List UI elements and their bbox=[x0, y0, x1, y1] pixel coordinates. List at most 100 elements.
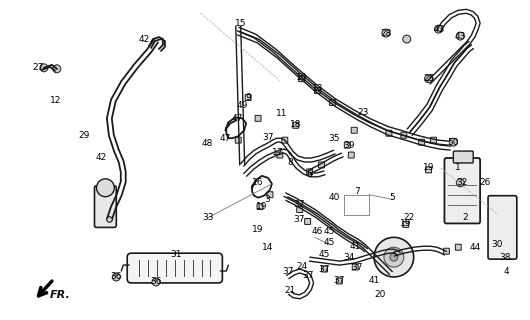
FancyBboxPatch shape bbox=[403, 221, 409, 228]
Text: 37: 37 bbox=[293, 215, 304, 224]
Text: 41: 41 bbox=[349, 242, 361, 251]
Text: 20: 20 bbox=[374, 290, 386, 299]
Text: 36: 36 bbox=[150, 277, 162, 286]
Text: 11: 11 bbox=[276, 109, 288, 118]
Text: 39: 39 bbox=[343, 140, 355, 150]
FancyBboxPatch shape bbox=[455, 244, 461, 250]
FancyBboxPatch shape bbox=[344, 142, 350, 148]
Circle shape bbox=[382, 29, 390, 37]
Text: 37: 37 bbox=[351, 263, 363, 272]
FancyBboxPatch shape bbox=[257, 204, 263, 210]
Text: 16: 16 bbox=[252, 178, 264, 187]
Text: 5: 5 bbox=[389, 193, 395, 202]
Text: 14: 14 bbox=[262, 243, 273, 252]
Text: 40: 40 bbox=[329, 193, 340, 202]
FancyBboxPatch shape bbox=[319, 162, 324, 168]
Text: 1: 1 bbox=[455, 164, 461, 172]
FancyBboxPatch shape bbox=[352, 264, 358, 270]
Circle shape bbox=[384, 247, 404, 267]
FancyBboxPatch shape bbox=[488, 196, 517, 259]
FancyBboxPatch shape bbox=[419, 139, 425, 145]
FancyBboxPatch shape bbox=[337, 278, 342, 284]
Text: 46: 46 bbox=[312, 227, 323, 236]
Text: 47: 47 bbox=[232, 114, 243, 123]
Text: 9: 9 bbox=[245, 93, 251, 102]
Text: 45: 45 bbox=[324, 238, 335, 247]
Text: 18: 18 bbox=[290, 120, 302, 129]
Text: 19: 19 bbox=[252, 225, 264, 234]
Text: 36: 36 bbox=[111, 272, 122, 282]
FancyBboxPatch shape bbox=[401, 132, 407, 138]
FancyBboxPatch shape bbox=[444, 248, 449, 254]
Text: 7: 7 bbox=[355, 187, 360, 196]
FancyBboxPatch shape bbox=[351, 127, 357, 133]
Text: 41: 41 bbox=[368, 276, 379, 285]
Circle shape bbox=[456, 179, 464, 187]
FancyBboxPatch shape bbox=[453, 151, 473, 163]
FancyBboxPatch shape bbox=[127, 253, 223, 283]
Circle shape bbox=[425, 75, 432, 83]
Text: 3: 3 bbox=[264, 195, 270, 204]
Text: 12: 12 bbox=[50, 96, 61, 105]
FancyBboxPatch shape bbox=[277, 152, 283, 158]
Text: 34: 34 bbox=[343, 253, 355, 262]
Text: 37: 37 bbox=[333, 276, 345, 285]
Text: 45: 45 bbox=[324, 227, 335, 236]
Text: 43: 43 bbox=[434, 25, 445, 34]
Text: 45: 45 bbox=[319, 250, 330, 259]
Text: 47: 47 bbox=[219, 134, 231, 143]
Text: 23: 23 bbox=[357, 108, 369, 117]
Text: 27: 27 bbox=[32, 63, 43, 72]
Circle shape bbox=[435, 25, 443, 33]
Text: 28: 28 bbox=[380, 28, 392, 38]
FancyBboxPatch shape bbox=[235, 137, 241, 143]
Text: 37: 37 bbox=[302, 271, 313, 281]
Circle shape bbox=[112, 273, 120, 281]
FancyBboxPatch shape bbox=[386, 130, 392, 136]
Circle shape bbox=[390, 253, 398, 261]
Text: 25: 25 bbox=[423, 74, 434, 83]
Circle shape bbox=[53, 65, 61, 73]
FancyBboxPatch shape bbox=[315, 88, 321, 93]
Text: 10: 10 bbox=[296, 73, 307, 82]
Circle shape bbox=[152, 278, 160, 286]
Text: 38: 38 bbox=[499, 253, 510, 262]
Circle shape bbox=[40, 64, 48, 72]
Text: 4: 4 bbox=[503, 267, 509, 276]
FancyBboxPatch shape bbox=[348, 152, 354, 158]
FancyBboxPatch shape bbox=[330, 100, 335, 106]
FancyBboxPatch shape bbox=[267, 192, 273, 198]
Text: 30: 30 bbox=[491, 240, 503, 249]
Text: 2: 2 bbox=[463, 213, 468, 222]
Text: 19: 19 bbox=[400, 219, 411, 228]
FancyBboxPatch shape bbox=[299, 76, 305, 82]
Text: 50: 50 bbox=[448, 138, 459, 147]
Text: 32: 32 bbox=[456, 178, 468, 187]
Text: 31: 31 bbox=[170, 250, 182, 259]
Text: 13: 13 bbox=[312, 84, 323, 93]
Circle shape bbox=[456, 32, 464, 40]
Circle shape bbox=[374, 237, 414, 277]
Text: 19: 19 bbox=[423, 164, 434, 172]
Text: 37: 37 bbox=[319, 265, 330, 274]
Text: 44: 44 bbox=[470, 243, 481, 252]
FancyBboxPatch shape bbox=[307, 169, 313, 175]
Circle shape bbox=[96, 179, 114, 197]
Text: FR.: FR. bbox=[50, 290, 70, 300]
Text: 37: 37 bbox=[262, 133, 273, 142]
FancyBboxPatch shape bbox=[293, 122, 299, 128]
FancyBboxPatch shape bbox=[445, 158, 480, 223]
Text: 15: 15 bbox=[234, 19, 246, 28]
Text: 43: 43 bbox=[455, 32, 466, 41]
FancyBboxPatch shape bbox=[430, 137, 437, 143]
Text: 8: 8 bbox=[287, 158, 293, 167]
Text: 21: 21 bbox=[284, 286, 295, 295]
Circle shape bbox=[449, 138, 457, 146]
Text: 29: 29 bbox=[78, 131, 89, 140]
FancyBboxPatch shape bbox=[245, 95, 251, 100]
Text: 42: 42 bbox=[96, 153, 107, 162]
FancyBboxPatch shape bbox=[305, 219, 311, 224]
FancyBboxPatch shape bbox=[94, 186, 116, 228]
Text: 6: 6 bbox=[307, 170, 313, 180]
Circle shape bbox=[403, 35, 411, 43]
